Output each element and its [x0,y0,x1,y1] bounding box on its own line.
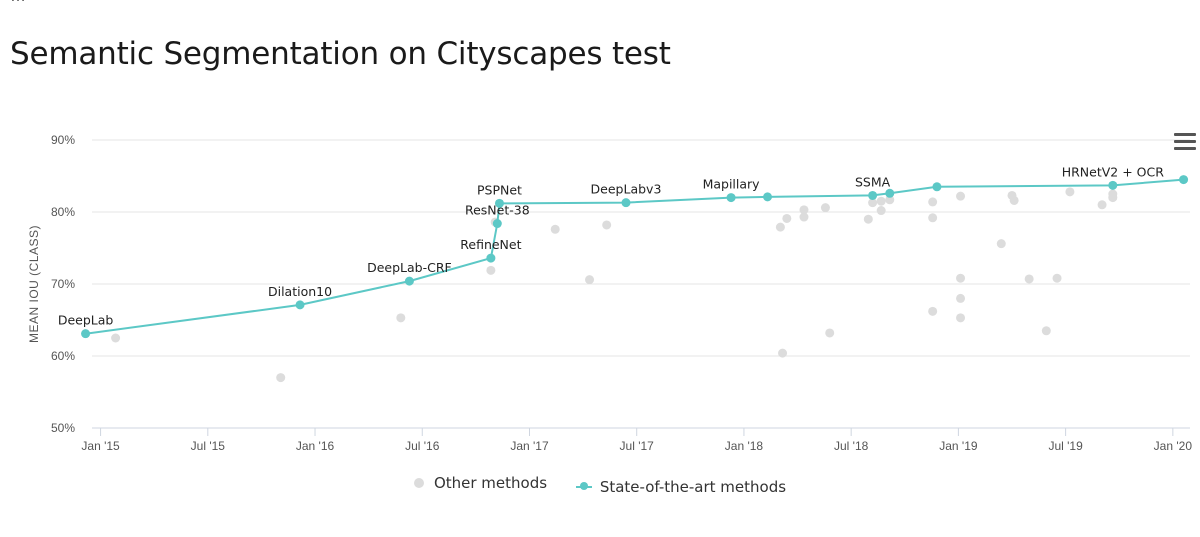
sota-chart: 50% 60% 70% 80% 90% Jan '15 Jul '15 Jan '16 Jul … [27,133,1193,453]
other-method-point[interactable] [1009,195,1019,205]
sota-point-label: PSPNet [477,182,522,197]
x-tick-label: Jan '20 [1154,439,1193,453]
x-tick-label: Jan '16 [296,439,335,453]
legend-sota-marker [575,482,592,490]
sota-line [85,178,1184,335]
legend-sota-methods[interactable]: State-of-the-art methods [575,478,787,496]
page-title: Semantic Segmentation on Cityscapes test [10,36,671,72]
sota-point[interactable] [621,198,631,208]
other-method-point[interactable] [486,265,496,275]
other-method-point[interactable] [782,213,792,223]
other-method-point[interactable] [778,348,788,358]
other-method-point[interactable] [1108,189,1118,199]
other-method-point[interactable] [775,222,785,232]
legend-sota-label: State-of-the-art methods [599,478,787,496]
other-method-point[interactable] [799,205,809,215]
sota-point[interactable] [404,276,414,286]
x-tick-label: Jan '15 [81,439,120,453]
y-tick-label: 60% [51,349,75,363]
sota-point-label: RefineNet [460,237,521,252]
other-method-point[interactable] [396,313,406,323]
sota-point-label: Mapillary [703,177,761,192]
y-tick-label: 80% [51,205,75,219]
other-method-point[interactable] [868,198,878,208]
x-tick-label: Jan '17 [510,439,549,453]
sota-point[interactable] [885,188,895,198]
other-method-point[interactable] [863,214,873,224]
sota-point-label: SSMA [855,174,891,189]
other-method-point[interactable] [585,275,595,285]
chart-container: 50% 60% 70% 80% 90% Jan '15 Jul '15 Jan '16 Jul … [0,100,1200,537]
other-method-point[interactable] [885,195,895,205]
other-method-point[interactable] [1097,200,1107,210]
other-method-point[interactable] [276,373,286,383]
x-tick-label: Jul '19 [1048,439,1083,453]
sota-point[interactable] [486,253,496,263]
other-method-point[interactable] [1052,273,1062,283]
legend-other-methods[interactable]: Other methods [413,474,548,492]
sota-point-label: ResNet-38 [465,203,530,218]
sota-point[interactable] [726,193,736,203]
sota-point[interactable] [81,329,91,339]
x-tick-label: Jan '19 [939,439,978,453]
y-tick-label: 90% [51,133,75,147]
other-method-point[interactable] [799,212,809,222]
other-method-point[interactable] [956,273,966,283]
legend-other-marker [413,478,424,488]
chart-legend: Other methods State-of-the-art methods [0,474,1200,496]
other-method-point[interactable] [1065,187,1075,197]
other-method-point[interactable] [820,203,830,213]
sota-point[interactable] [494,198,504,208]
sota-point[interactable] [763,192,773,202]
other-method-point[interactable] [825,328,835,338]
sota-point[interactable] [932,182,942,192]
other-method-point[interactable] [996,239,1006,249]
other-method-point[interactable] [876,196,886,206]
sota-point-label: DeepLab-CRF [367,260,452,275]
other-method-point[interactable] [956,293,966,303]
sota-point-label: DeepLab [58,313,114,328]
sota-point[interactable] [1179,175,1189,185]
other-method-point[interactable] [876,206,886,216]
other-method-point[interactable] [602,220,612,230]
sota-point-label: HRNetV2 + OCR [1062,164,1165,179]
other-method-point[interactable] [1041,326,1051,336]
x-tick-label: Jul '15 [191,439,226,453]
other-method-point[interactable] [928,306,938,316]
other-method-point[interactable] [1024,274,1034,284]
x-tick-label: Jul '17 [620,439,655,453]
sota-point[interactable] [295,300,305,310]
other-method-point[interactable] [956,191,966,201]
sota-point[interactable] [1108,180,1118,190]
x-tick-label: Jul '16 [405,439,440,453]
other-method-point[interactable] [928,213,938,223]
x-tick-label: Jul '18 [834,439,869,453]
other-method-point[interactable] [928,197,938,207]
sota-point-label: DeepLabv3 [591,182,662,197]
y-tick-label: 50% [51,421,75,435]
sota-point[interactable] [492,219,502,229]
other-method-point[interactable] [550,224,560,234]
sota-point-label: Dilation10 [268,284,332,299]
x-tick-label: Jan '18 [725,439,764,453]
legend-other-label: Other methods [433,474,548,492]
chart-menu-icon[interactable] [1174,133,1196,153]
truncated-header-text: … [10,0,26,6]
sota-point[interactable] [868,190,878,200]
other-method-point[interactable] [111,333,121,343]
other-method-point[interactable] [956,313,966,323]
y-axis-title: MEAN IOU (CLASS) [27,225,41,343]
y-tick-label: 70% [51,277,75,291]
